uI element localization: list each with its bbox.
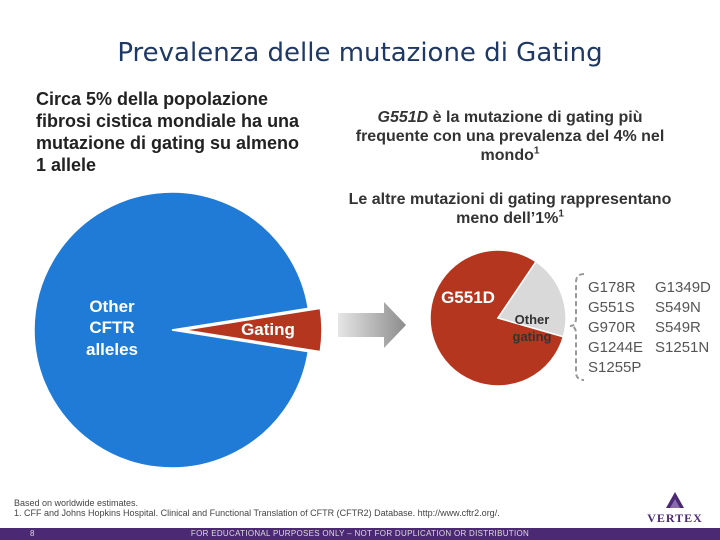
pie-slice-gating: [183, 307, 323, 353]
pie-chart-left: [33, 191, 323, 469]
vertex-logo: VERTEX: [642, 492, 708, 526]
footer-bar: 8 FOR EDUCATIONAL PURPOSES ONLY – NOT FO…: [0, 528, 720, 540]
mutation-item: S1255P: [588, 359, 642, 376]
pie-slice-other-cftr-alleles: [33, 191, 310, 469]
mutation-item: S1251N: [655, 339, 710, 356]
mutation-item: S549R: [655, 319, 701, 336]
right-arrow-icon: [338, 302, 406, 348]
label-other-gating-1: Other: [515, 312, 550, 327]
g551d-description: G551D è la mutazione di gating più frequ…: [340, 108, 680, 165]
label-other-alleles-1: Other: [89, 297, 135, 316]
g551d-ref: 1: [533, 145, 540, 157]
mutation-item: G970R: [588, 319, 636, 336]
vertex-logo-icon: [666, 492, 684, 508]
pie-slice-other-gating: [496, 260, 567, 338]
other-gating-ref: 1: [558, 208, 564, 220]
slide-title: Prevalenza delle mutazione di Gating: [117, 38, 603, 68]
mutation-item: G1244E: [588, 339, 644, 356]
g551d-term: G551D: [377, 109, 429, 126]
vertex-logo-text: VERTEX: [647, 511, 703, 525]
label-gating: Gating: [241, 320, 295, 339]
mutation-item: S549N: [655, 299, 701, 316]
label-g551d: G551D: [441, 288, 495, 307]
other-gating-description: Le altre mutazioni di gating rappresenta…: [340, 190, 680, 228]
pie-slice-g551d: [429, 249, 565, 387]
g551d-text: è la mutazione di gating più frequente c…: [355, 109, 665, 164]
mutation-item: G178R: [588, 279, 636, 296]
footer-disclaimer: FOR EDUCATIONAL PURPOSES ONLY – NOT FOR …: [190, 529, 530, 538]
label-other-gating-2: gating: [513, 329, 552, 344]
footnote-line-2: 1. CFF and Johns Hopkins Hospital. Clini…: [14, 508, 500, 518]
left-description: Circa 5% della popolazione fibrosi cisti…: [36, 89, 300, 175]
pie-chart-right: [429, 249, 567, 387]
footnote-line-1: Based on worldwide estimates.: [14, 498, 139, 508]
footnote: Based on worldwide estimates. 1. CFF and…: [14, 498, 614, 518]
label-other-alleles-2: CFTR: [89, 318, 134, 337]
label-other-alleles-3: alleles: [86, 340, 138, 359]
other-mutations-list: G178R G1349D G551S S549N G970R S549R G1244E S12…: [588, 278, 719, 377]
mutation-item: G1349D: [655, 279, 711, 296]
other-gating-text: Le altre mutazioni di gating rappresenta…: [348, 191, 672, 227]
mutation-list-brace: [569, 273, 585, 381]
page-number: 8: [30, 529, 35, 538]
mutation-item: G551S: [588, 299, 635, 316]
